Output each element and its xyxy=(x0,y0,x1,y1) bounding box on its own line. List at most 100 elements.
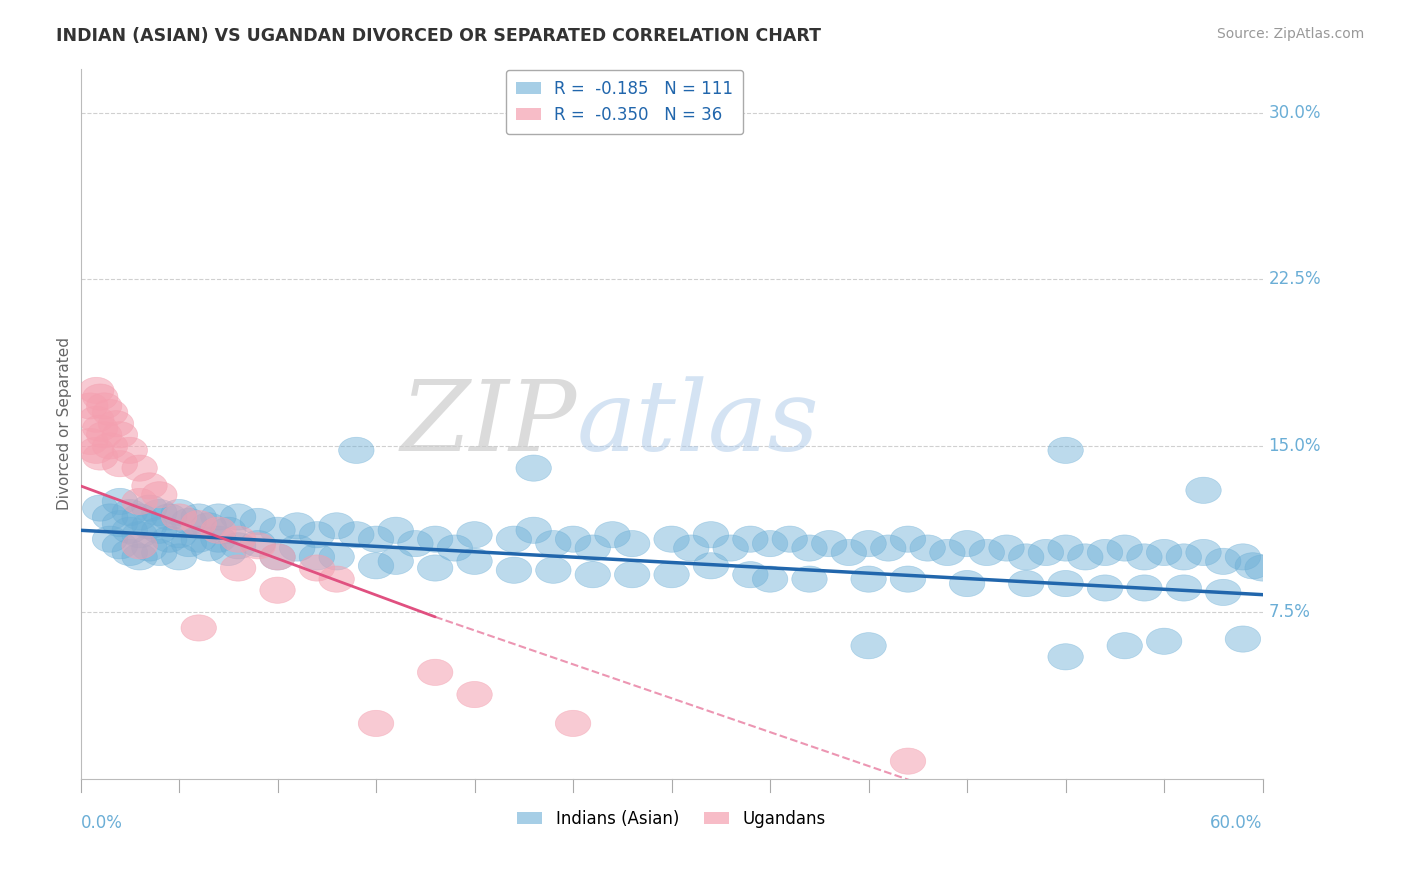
Ellipse shape xyxy=(142,500,177,525)
Ellipse shape xyxy=(1225,544,1261,570)
Ellipse shape xyxy=(713,535,748,561)
Ellipse shape xyxy=(172,508,207,534)
Ellipse shape xyxy=(988,535,1024,561)
Ellipse shape xyxy=(122,522,157,548)
Ellipse shape xyxy=(260,577,295,603)
Ellipse shape xyxy=(1146,628,1182,655)
Ellipse shape xyxy=(339,437,374,464)
Ellipse shape xyxy=(142,517,177,543)
Ellipse shape xyxy=(1166,574,1202,601)
Ellipse shape xyxy=(79,406,114,433)
Ellipse shape xyxy=(851,566,886,592)
Ellipse shape xyxy=(1107,535,1143,561)
Ellipse shape xyxy=(969,540,1004,566)
Ellipse shape xyxy=(240,508,276,534)
Text: 22.5%: 22.5% xyxy=(1268,270,1322,288)
Ellipse shape xyxy=(280,535,315,561)
Ellipse shape xyxy=(201,526,236,552)
Ellipse shape xyxy=(260,544,295,570)
Ellipse shape xyxy=(1008,571,1043,597)
Ellipse shape xyxy=(457,681,492,707)
Ellipse shape xyxy=(614,531,650,557)
Ellipse shape xyxy=(752,566,787,592)
Ellipse shape xyxy=(1146,540,1182,566)
Ellipse shape xyxy=(673,535,709,561)
Ellipse shape xyxy=(240,531,276,557)
Ellipse shape xyxy=(1185,477,1222,503)
Ellipse shape xyxy=(93,504,128,530)
Text: INDIAN (ASIAN) VS UGANDAN DIVORCED OR SEPARATED CORRELATION CHART: INDIAN (ASIAN) VS UGANDAN DIVORCED OR SE… xyxy=(56,27,821,45)
Ellipse shape xyxy=(792,535,827,561)
Ellipse shape xyxy=(112,517,148,543)
Ellipse shape xyxy=(132,535,167,561)
Ellipse shape xyxy=(949,571,984,597)
Ellipse shape xyxy=(103,488,138,515)
Ellipse shape xyxy=(162,522,197,548)
Ellipse shape xyxy=(457,522,492,548)
Ellipse shape xyxy=(516,517,551,543)
Ellipse shape xyxy=(103,533,138,559)
Ellipse shape xyxy=(93,526,128,552)
Ellipse shape xyxy=(1047,571,1084,597)
Ellipse shape xyxy=(260,544,295,570)
Ellipse shape xyxy=(83,415,118,442)
Ellipse shape xyxy=(1028,540,1063,566)
Ellipse shape xyxy=(122,504,157,530)
Ellipse shape xyxy=(299,522,335,548)
Ellipse shape xyxy=(1225,626,1261,652)
Ellipse shape xyxy=(221,526,256,552)
Ellipse shape xyxy=(733,562,768,588)
Ellipse shape xyxy=(172,531,207,557)
Ellipse shape xyxy=(122,533,157,559)
Ellipse shape xyxy=(1126,574,1163,601)
Text: 30.0%: 30.0% xyxy=(1268,104,1322,122)
Ellipse shape xyxy=(86,392,122,419)
Ellipse shape xyxy=(516,455,551,481)
Ellipse shape xyxy=(181,615,217,641)
Ellipse shape xyxy=(191,535,226,561)
Ellipse shape xyxy=(339,522,374,548)
Ellipse shape xyxy=(280,513,315,539)
Ellipse shape xyxy=(949,531,984,557)
Ellipse shape xyxy=(910,535,945,561)
Ellipse shape xyxy=(555,526,591,552)
Ellipse shape xyxy=(575,535,610,561)
Ellipse shape xyxy=(595,522,630,548)
Ellipse shape xyxy=(319,544,354,570)
Ellipse shape xyxy=(1047,644,1084,670)
Ellipse shape xyxy=(181,526,217,552)
Ellipse shape xyxy=(122,544,157,570)
Ellipse shape xyxy=(851,531,886,557)
Ellipse shape xyxy=(221,504,256,530)
Ellipse shape xyxy=(1087,540,1123,566)
Ellipse shape xyxy=(614,562,650,588)
Ellipse shape xyxy=(142,540,177,566)
Ellipse shape xyxy=(418,526,453,552)
Text: 7.5%: 7.5% xyxy=(1268,603,1310,622)
Ellipse shape xyxy=(98,410,134,437)
Ellipse shape xyxy=(132,513,167,539)
Ellipse shape xyxy=(378,549,413,574)
Ellipse shape xyxy=(1185,540,1222,566)
Ellipse shape xyxy=(79,437,114,464)
Ellipse shape xyxy=(93,433,128,459)
Ellipse shape xyxy=(83,444,118,470)
Ellipse shape xyxy=(752,531,787,557)
Ellipse shape xyxy=(1107,632,1143,659)
Ellipse shape xyxy=(103,510,138,537)
Ellipse shape xyxy=(851,632,886,659)
Ellipse shape xyxy=(162,504,197,530)
Ellipse shape xyxy=(181,510,217,537)
Text: atlas: atlas xyxy=(576,376,820,471)
Ellipse shape xyxy=(112,437,148,464)
Ellipse shape xyxy=(191,513,226,539)
Ellipse shape xyxy=(1234,553,1271,579)
Ellipse shape xyxy=(555,710,591,737)
Ellipse shape xyxy=(654,526,689,552)
Ellipse shape xyxy=(1126,544,1163,570)
Ellipse shape xyxy=(1166,544,1202,570)
Ellipse shape xyxy=(86,422,122,448)
Ellipse shape xyxy=(418,555,453,581)
Ellipse shape xyxy=(1205,549,1241,574)
Ellipse shape xyxy=(693,522,728,548)
